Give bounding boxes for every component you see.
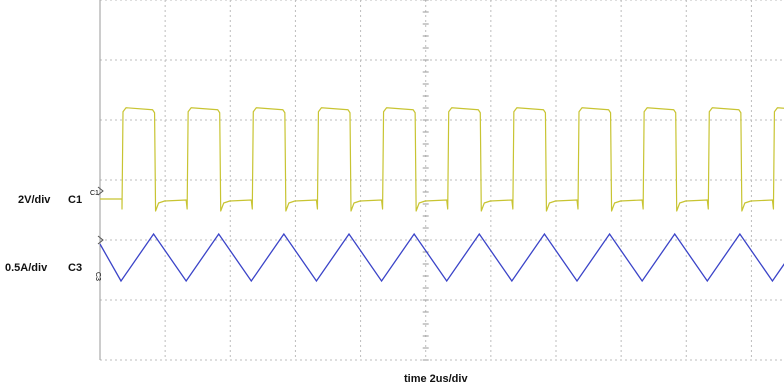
channel-c3-ref-arrow <box>97 235 104 245</box>
labels: 2V/div C1 C1 0.5A/div C3 C3 time 2us/div <box>5 190 468 385</box>
trace-c1-square-wave <box>100 107 784 212</box>
channel-c1-ref-arrow <box>97 186 104 196</box>
channel-c1-marker: C1 <box>90 190 99 197</box>
channel-c1-name-label: C1 <box>68 194 82 206</box>
channel-c1-scale-label: 2V/div <box>18 194 51 206</box>
channel-c3-name-label: C3 <box>68 262 82 274</box>
channel-c3-scale-label: 0.5A/div <box>5 262 48 274</box>
time-scale-label: time 2us/div <box>404 373 468 385</box>
traces <box>97 107 784 283</box>
trace-c3-triangle-wave <box>99 232 784 283</box>
graticule <box>99 0 784 361</box>
channel-c3-marker: C3 <box>94 272 101 281</box>
